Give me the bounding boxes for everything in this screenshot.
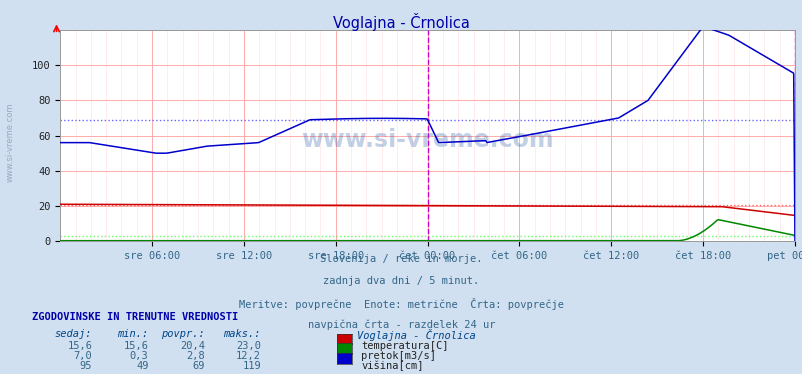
Text: Voglajna - Črnolica: Voglajna - Črnolica bbox=[333, 13, 469, 31]
Text: Voglajna - Črnolica: Voglajna - Črnolica bbox=[357, 329, 476, 341]
Text: Meritve: povprečne  Enote: metrične  Črta: povprečje: Meritve: povprečne Enote: metrične Črta:… bbox=[239, 298, 563, 310]
Text: 0,3: 0,3 bbox=[130, 351, 148, 361]
Text: 2,8: 2,8 bbox=[186, 351, 205, 361]
Text: 7,0: 7,0 bbox=[74, 351, 92, 361]
Text: 20,4: 20,4 bbox=[180, 341, 205, 351]
Text: 23,0: 23,0 bbox=[236, 341, 261, 351]
Text: sedaj:: sedaj: bbox=[55, 329, 92, 339]
Text: pretok[m3/s]: pretok[m3/s] bbox=[361, 351, 435, 361]
Text: 12,2: 12,2 bbox=[236, 351, 261, 361]
Text: 95: 95 bbox=[79, 361, 92, 371]
Text: www.si-vreme.com: www.si-vreme.com bbox=[6, 102, 15, 182]
Text: 49: 49 bbox=[136, 361, 148, 371]
Text: 69: 69 bbox=[192, 361, 205, 371]
Text: zadnja dva dni / 5 minut.: zadnja dva dni / 5 minut. bbox=[323, 276, 479, 286]
Text: min.:: min.: bbox=[117, 329, 148, 339]
Text: povpr.:: povpr.: bbox=[161, 329, 205, 339]
Text: navpična črta - razdelek 24 ur: navpična črta - razdelek 24 ur bbox=[307, 319, 495, 330]
Text: 15,6: 15,6 bbox=[124, 341, 148, 351]
Text: maks.:: maks.: bbox=[223, 329, 261, 339]
Text: 119: 119 bbox=[242, 361, 261, 371]
Text: višina[cm]: višina[cm] bbox=[361, 361, 423, 371]
Text: 15,6: 15,6 bbox=[67, 341, 92, 351]
Text: www.si-vreme.com: www.si-vreme.com bbox=[301, 128, 553, 152]
Text: Slovenija / reke in morje.: Slovenija / reke in morje. bbox=[320, 254, 482, 264]
Text: ZGODOVINSKE IN TRENUTNE VREDNOSTI: ZGODOVINSKE IN TRENUTNE VREDNOSTI bbox=[32, 312, 238, 322]
Text: temperatura[C]: temperatura[C] bbox=[361, 341, 448, 351]
